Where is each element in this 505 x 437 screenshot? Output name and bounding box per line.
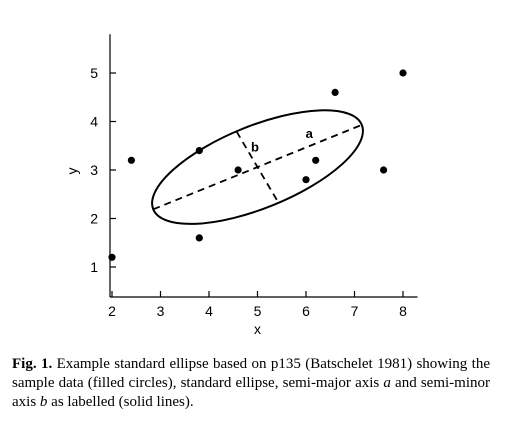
- x-tick-label: 7: [351, 303, 359, 319]
- data-point: [195, 147, 203, 155]
- data-point: [108, 253, 116, 261]
- y-tick-label: 2: [90, 211, 98, 227]
- x-tick-label: 4: [205, 303, 213, 319]
- x-tick-label: 5: [254, 303, 262, 319]
- data-point: [380, 166, 388, 174]
- scatter-chart: 2 3 4 5 6 7 8 1 2 3 4 5 x y a b: [64, 34, 418, 337]
- caption-text-3: as labelled (solid lines).: [47, 394, 194, 410]
- y-axis-label: y: [64, 168, 80, 175]
- x-tick-label: 8: [399, 303, 407, 319]
- data-point: [127, 156, 135, 164]
- x-tick-label: 6: [302, 303, 310, 319]
- data-point: [312, 156, 320, 164]
- semi-minor-label: b: [251, 140, 259, 155]
- data-point: [399, 69, 407, 77]
- data-point: [195, 234, 203, 242]
- figure-caption: Fig. 1. Example standard ellipse based o…: [12, 355, 490, 412]
- semi-minor-axis-line: [235, 131, 280, 203]
- caption-text-2: and semi-minor axis: [12, 375, 490, 410]
- x-axis-label: x: [254, 321, 261, 337]
- x-tick-label: 3: [157, 303, 165, 319]
- points-layer: [108, 69, 407, 261]
- y-tick-label: 1: [90, 259, 98, 275]
- standard-ellipse: [151, 109, 364, 225]
- data-point: [331, 88, 339, 96]
- ellipse-layer: [151, 109, 364, 225]
- data-point: [234, 166, 242, 174]
- caption-text-1: Example standard ellipse based on p135 (…: [12, 356, 490, 391]
- y-tick-label: 5: [90, 65, 98, 81]
- data-point: [302, 176, 310, 184]
- x-tick-label: 2: [108, 303, 116, 319]
- y-tick-label: 3: [90, 162, 98, 178]
- semi-major-label: a: [306, 126, 314, 141]
- y-tick-label: 4: [90, 114, 98, 130]
- figure-label: Fig. 1.: [12, 356, 53, 372]
- caption-a: a: [383, 375, 391, 391]
- axes: 2 3 4 5 6 7 8 1 2 3 4 5: [90, 34, 418, 319]
- caption-b: b: [39, 394, 48, 410]
